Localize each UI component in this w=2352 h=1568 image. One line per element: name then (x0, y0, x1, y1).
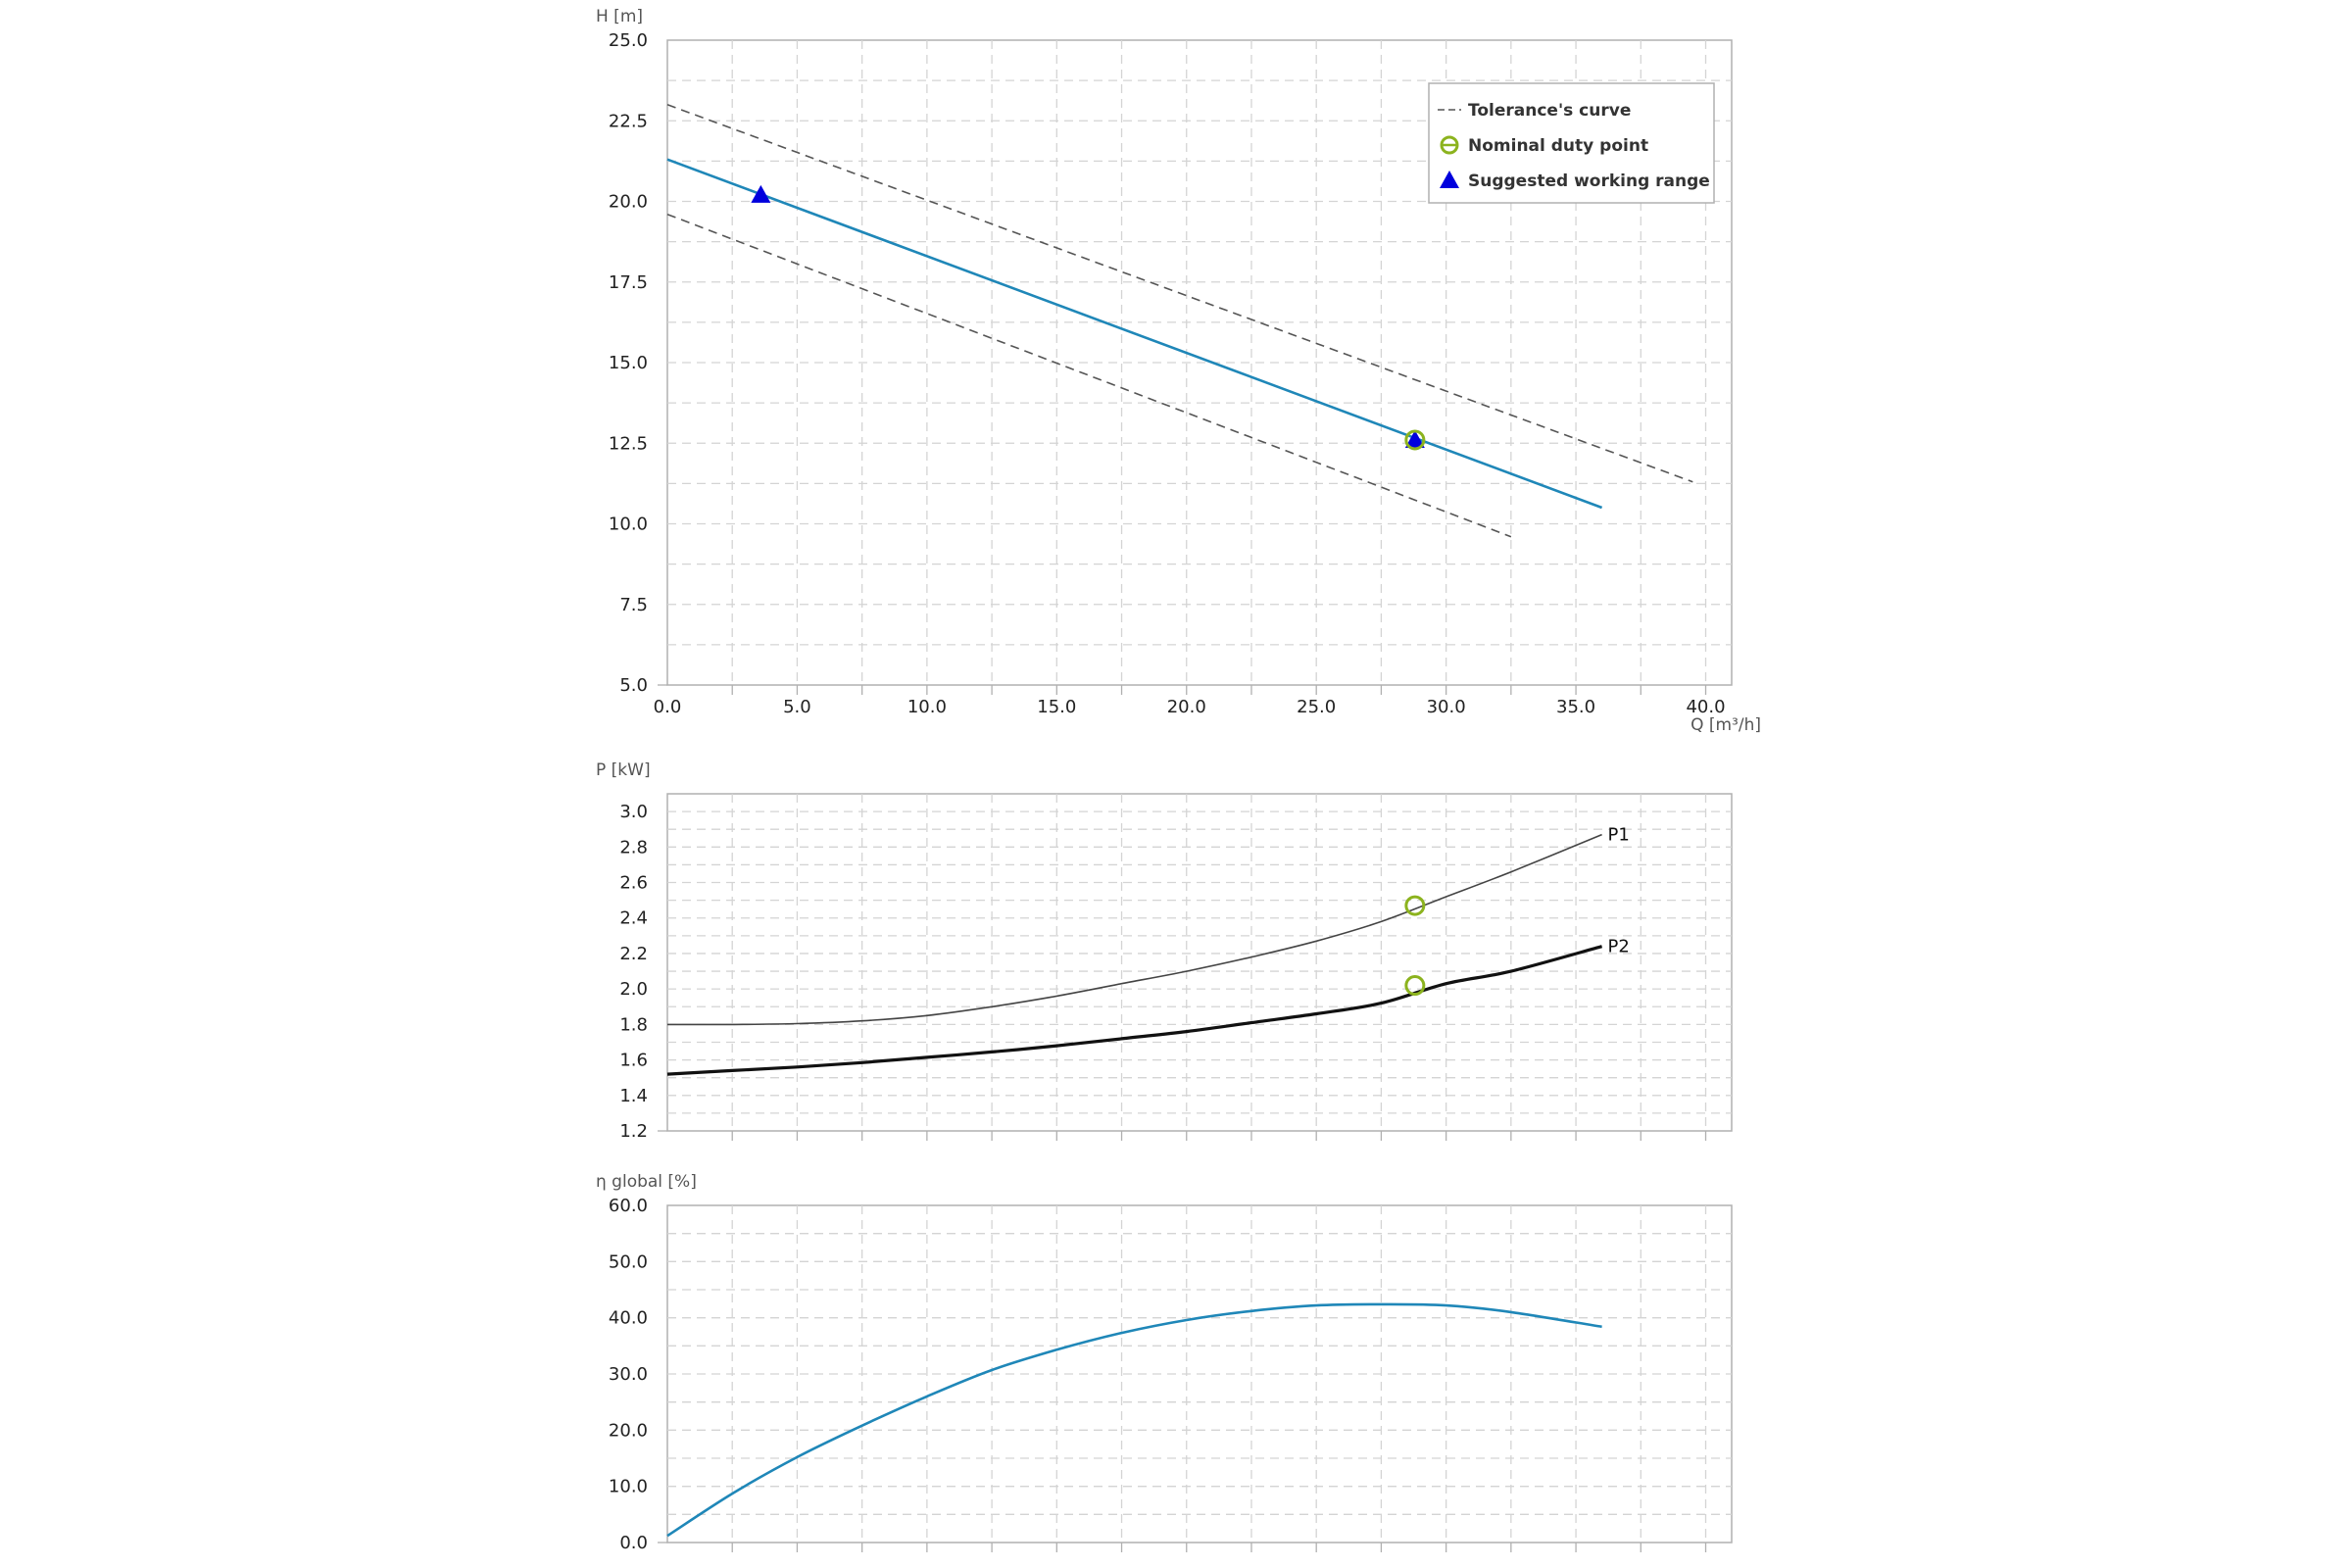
x-tick-label: 25.0 (1297, 697, 1336, 717)
x-tick-label: 0.0 (654, 697, 682, 717)
y-tick-label: 1.2 (619, 1121, 648, 1142)
y-tick-label: 1.4 (619, 1086, 648, 1106)
legend-swatch-working-range (1440, 171, 1459, 188)
y-tick-label: 50.0 (609, 1251, 648, 1272)
series-line-tolerance-lower (666, 213, 1512, 538)
y-tick-label: 40.0 (609, 1308, 648, 1329)
y-tick-label: 17.5 (609, 272, 648, 293)
y-tick-label: 1.6 (619, 1051, 648, 1071)
marker-working-range-start (751, 184, 771, 203)
y-tick-label: 7.5 (619, 595, 648, 615)
series-line-p2 (666, 945, 1603, 1076)
series-line-efficiency (666, 1302, 1602, 1538)
marker-duty-point-p1 (1404, 895, 1426, 916)
y-tick-label: 0.0 (619, 1533, 648, 1553)
y-tick-label: 1.8 (619, 1014, 648, 1035)
y-tick-label: 30.0 (609, 1364, 648, 1385)
x-tick-label: 30.0 (1427, 697, 1466, 717)
y-tick-label: 2.4 (619, 908, 648, 929)
x-axis-title: Q [m³/h] (1690, 715, 1761, 735)
marker-duty-point (1404, 429, 1426, 451)
marker-duty-point-p2 (1404, 975, 1426, 997)
legend: Tolerance's curve Nominal duty point Sugge… (1428, 82, 1715, 204)
x-tick-label: 10.0 (907, 697, 947, 717)
y-axis-title: η global [%] (596, 1172, 697, 1192)
y-tick-label: 10.0 (609, 514, 648, 535)
power-chart: 1.2 1.4 1.6 1.8 2.0 2.2 2.4 2.6 2.8 3.0 P [kW] P1 P2 (596, 760, 1733, 1142)
x-tick-label: 5.0 (783, 697, 811, 717)
y-axis-title: P [kW] (596, 760, 651, 780)
y-tick-label: 2.8 (619, 837, 648, 858)
y-tick-label: 10.0 (609, 1477, 648, 1497)
legend-label: Suggested working range (1468, 172, 1710, 191)
series-line-pump-curve (666, 158, 1603, 510)
x-tick-label: 15.0 (1037, 697, 1076, 717)
series-line-p1 (666, 833, 1602, 1026)
series-label-p1: P1 (1608, 825, 1630, 846)
x-tick-label: 20.0 (1167, 697, 1206, 717)
y-tick-label: 25.0 (609, 30, 648, 51)
y-tick-label: 15.0 (609, 353, 648, 373)
marker-working-range-end (1404, 429, 1425, 448)
plot-area (666, 793, 1733, 1132)
head-chart: 5.0 7.5 10.0 12.5 15.0 17.5 20.0 22.5 25.0 0.0 5.0… (596, 7, 1761, 735)
y-tick-label: 2.0 (619, 979, 648, 1000)
y-tick-label: 3.0 (619, 802, 648, 822)
series-line-tolerance-upper (666, 104, 1693, 483)
x-tick-label: 35.0 (1556, 697, 1595, 717)
y-tick-label: 12.5 (609, 433, 648, 454)
y-tick-label: 22.5 (609, 111, 648, 131)
x-tick-label: 40.0 (1686, 697, 1725, 717)
series-label-p2: P2 (1608, 937, 1630, 957)
y-tick-label: 20.0 (609, 1420, 648, 1441)
y-tick-label: 2.6 (619, 873, 648, 894)
legend-label: Nominal duty point (1468, 136, 1648, 156)
y-axis-title: H [m] (596, 7, 643, 26)
legend-label: Tolerance's curve (1468, 101, 1631, 121)
legend-box (1428, 82, 1715, 204)
y-tick-label: 5.0 (619, 675, 648, 696)
y-tick-label: 60.0 (609, 1196, 648, 1216)
y-tick-label: 20.0 (609, 192, 648, 213)
y-tick-label: 2.2 (619, 944, 648, 964)
efficiency-chart: 0.0 10.0 20.0 30.0 40.0 50.0 60.0 η global [%] (596, 1172, 1733, 1553)
